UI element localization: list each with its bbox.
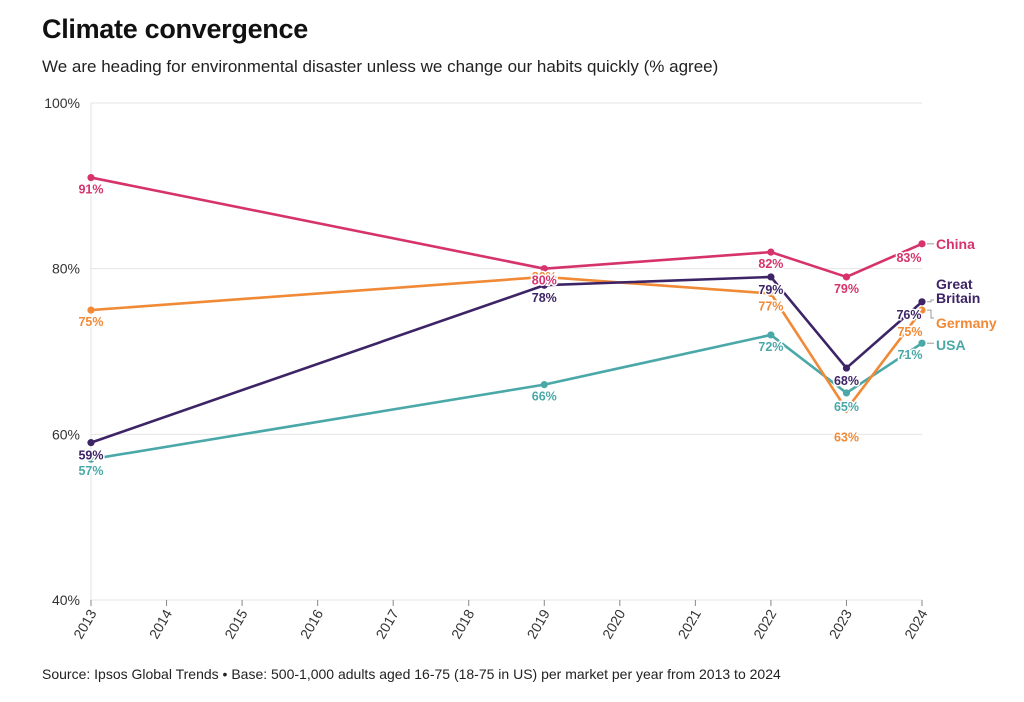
- point-usa-2022: [767, 331, 775, 339]
- data-label-usa-2013: 57%: [78, 464, 103, 478]
- x-tick-label: 2018: [448, 606, 478, 641]
- point-usa-2024: [918, 339, 926, 347]
- data-label-china-2024: 83%: [896, 251, 921, 265]
- grid-layer: [91, 102, 922, 601]
- point-germany-2013: [87, 306, 95, 314]
- x-tick-label: 2017: [372, 606, 402, 641]
- point-china-2024: [918, 240, 926, 248]
- data-label-germany-2013: 75%: [78, 315, 103, 329]
- data-labels: 57% 66% 72% 65% 71% 75% 80% 77% 63% 75% 59% 78% 79% 6…: [77, 181, 924, 480]
- data-label-china-2023: 79%: [834, 282, 859, 296]
- x-tick-label: 2021: [675, 606, 705, 641]
- data-label-great-britain-2013: 59%: [78, 449, 103, 463]
- axis-layer: 40% 60% 80% 100% 2013 2014 2015 2016 2017 2018 201…: [44, 95, 931, 641]
- x-tick-label: 2022: [750, 606, 780, 641]
- point-china-2022: [767, 248, 775, 256]
- legend-label-china: China: [936, 236, 975, 252]
- point-great-britain-2023: [842, 364, 851, 372]
- chart-title: Climate convergence: [42, 14, 308, 44]
- y-tick-label: 40%: [52, 592, 80, 608]
- x-tick-label: 2023: [826, 606, 856, 641]
- x-tick-label: 2024: [901, 606, 931, 641]
- series-line-usa: [90, 333, 923, 461]
- point-germany-2019: [540, 273, 548, 281]
- data-label-china-2019: 80%: [532, 274, 557, 288]
- point-china-2019: [540, 265, 548, 273]
- legend-connector-germany: [927, 309, 934, 319]
- point-usa-2013: [87, 455, 95, 463]
- point-great-britain-2024: [918, 298, 926, 306]
- data-label-usa-2024: 71%: [897, 348, 922, 362]
- legend-label-line: Great: [936, 276, 973, 292]
- data-label-usa-2022: 72%: [758, 340, 783, 354]
- data-label-great-britain-2019: 78%: [532, 291, 557, 305]
- data-label-china-2022: 82%: [758, 257, 783, 271]
- data-label-great-britain-2024: 76%: [896, 308, 921, 322]
- chart-subtitle: We are heading for environmental disaste…: [42, 57, 719, 76]
- point-germany-2023: [842, 405, 851, 414]
- data-label-china-2013: 91%: [78, 183, 103, 197]
- point-great-britain-2022: [767, 273, 775, 281]
- point-usa-2019: [540, 381, 548, 389]
- point-great-britain-2013: [87, 439, 95, 447]
- data-label-usa-2019: 66%: [532, 390, 557, 404]
- data-label-usa-2023: 65%: [834, 400, 859, 414]
- data-label-germany-2023: 63%: [834, 430, 859, 444]
- legend-label-line: China: [936, 236, 975, 252]
- x-tick-label: 2014: [146, 606, 176, 641]
- line-chart: 40% 60% 80% 100% 2013 2014 2015 2016 2017 2018 201…: [44, 95, 997, 641]
- point-germany-2024: [918, 306, 926, 314]
- legend-label-line: USA: [936, 337, 966, 353]
- source-note: Source: Ipsos Global Trends • Base: 500-…: [42, 666, 781, 682]
- data-label-germany-2019: 80%: [532, 270, 557, 284]
- data-label-great-britain-2023: 68%: [834, 374, 859, 388]
- series-points: [87, 173, 926, 463]
- point-germany-2022: [767, 289, 775, 298]
- legend-label-line: Germany: [936, 315, 997, 331]
- legend-label-usa: USA: [936, 337, 966, 353]
- x-tick-label: 2016: [297, 606, 327, 641]
- point-china-2013: [87, 173, 95, 182]
- data-label-great-britain-2022: 79%: [758, 283, 783, 297]
- series-lines: [90, 176, 924, 461]
- x-tick-label: 2013: [70, 606, 100, 641]
- legend-label-germany: Germany: [936, 315, 997, 331]
- point-usa-2023: [842, 389, 851, 397]
- y-tick-label: 60%: [52, 426, 80, 442]
- legend-label-line: Britain: [936, 290, 980, 306]
- y-tick-label: 100%: [44, 95, 80, 111]
- x-tick-label: 2019: [523, 606, 553, 641]
- legend-connector-great-britain: [927, 299, 934, 303]
- legend-label-great-britain: Great Britain: [936, 276, 980, 306]
- data-label-germany-2022: 77%: [758, 300, 783, 314]
- point-china-2023: [842, 273, 851, 281]
- data-label-germany-2024: 75%: [897, 325, 922, 339]
- y-tick-label: 80%: [52, 261, 80, 277]
- x-tick-label: 2015: [221, 606, 251, 641]
- x-tick-label: 2020: [599, 606, 629, 641]
- inline-legend: China Great Britain Germany USA: [927, 236, 997, 353]
- series-line-china: [90, 176, 923, 279]
- point-great-britain-2019: [540, 281, 548, 289]
